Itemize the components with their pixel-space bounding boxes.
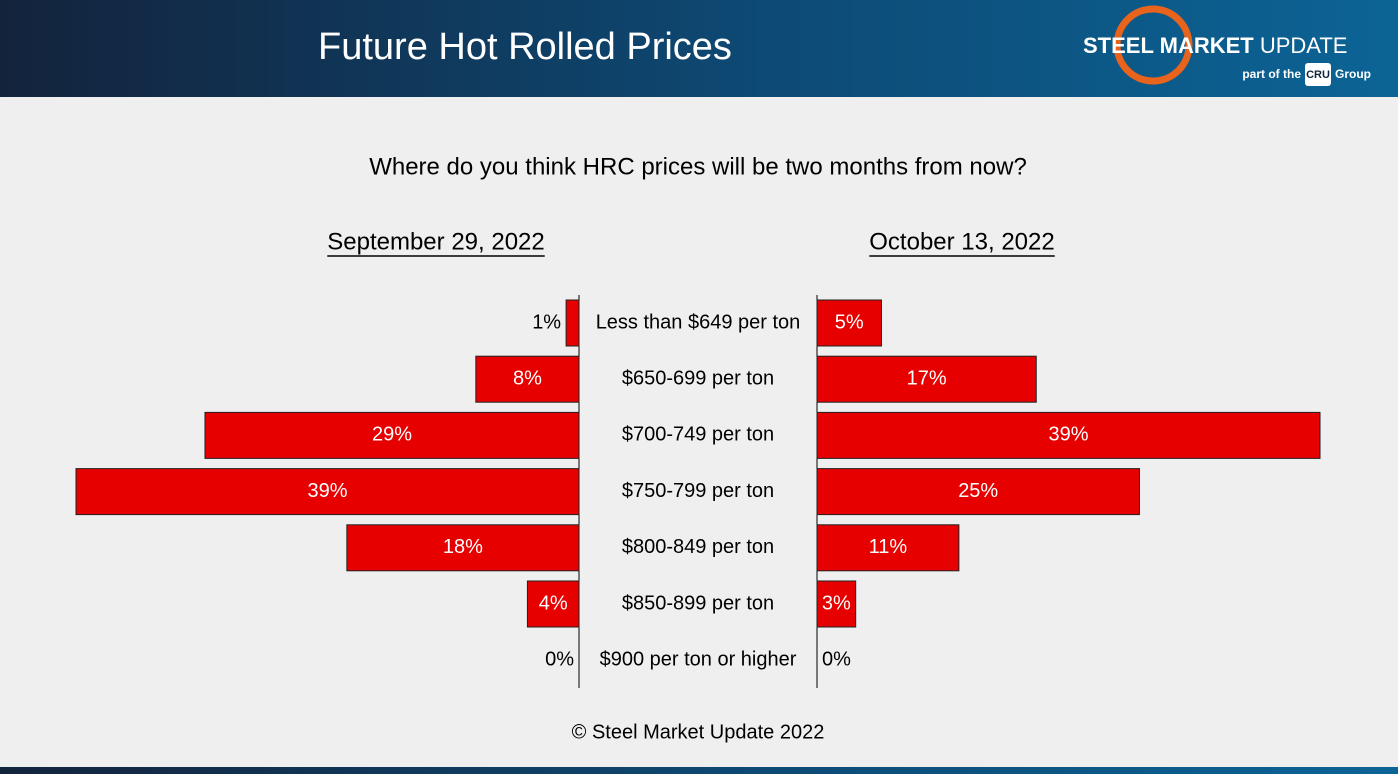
value-label: 0% [545, 648, 574, 670]
copyright: © Steel Market Update 2022 [572, 721, 825, 743]
value-label: 0% [822, 648, 851, 670]
category-label: Less than $649 per ton [596, 311, 801, 333]
bar [565, 299, 580, 347]
bar [816, 580, 857, 628]
logo-brand-light: UPDATE [1260, 33, 1348, 58]
chart-title: Where do you think HRC prices will be tw… [369, 153, 1027, 180]
logo-ring [1113, 5, 1193, 85]
value-label: 18% [443, 536, 483, 558]
logo-group: Group [1335, 67, 1371, 81]
value-label: 17% [907, 367, 947, 389]
bar [346, 524, 580, 572]
category-label: $800-849 per ton [622, 536, 774, 558]
value-label: 8% [513, 367, 542, 389]
bar [75, 468, 580, 516]
value-label: 29% [372, 424, 412, 446]
bar [204, 411, 580, 459]
bar [816, 411, 1321, 459]
bar [816, 524, 960, 572]
footer-bar [0, 767, 1398, 774]
legend-label: September 29, 2022 [327, 228, 545, 255]
bar [816, 355, 1037, 403]
logo-cru-box [1305, 63, 1331, 86]
bar [816, 299, 882, 347]
value-label: 25% [958, 480, 998, 502]
category-label: $700-749 per ton [622, 424, 774, 446]
legend-label: October 13, 2022 [869, 228, 1054, 255]
bar [816, 468, 1140, 516]
value-label: 1% [532, 311, 561, 333]
value-label: 39% [307, 480, 347, 502]
category-label: $900 per ton or higher [600, 648, 797, 670]
logo-cru: CRU [1306, 69, 1330, 81]
bar [475, 355, 580, 403]
category-label: $750-799 per ton [622, 480, 774, 502]
category-label: $650-699 per ton [622, 367, 774, 389]
logo-tagline: part of the [1242, 67, 1301, 81]
value-label: 5% [835, 311, 864, 333]
category-label: $850-899 per ton [622, 592, 774, 614]
logo-brand: STEEL MARKET UPDATE [1083, 33, 1347, 58]
logo-brand-bold: STEEL MARKET [1083, 33, 1254, 58]
value-label: 11% [869, 536, 908, 558]
value-label: 4% [539, 592, 568, 614]
slide-title: Future Hot Rolled Prices [318, 26, 732, 68]
bar [526, 580, 580, 628]
value-label: 39% [1048, 424, 1088, 446]
value-label: 3% [822, 592, 851, 614]
